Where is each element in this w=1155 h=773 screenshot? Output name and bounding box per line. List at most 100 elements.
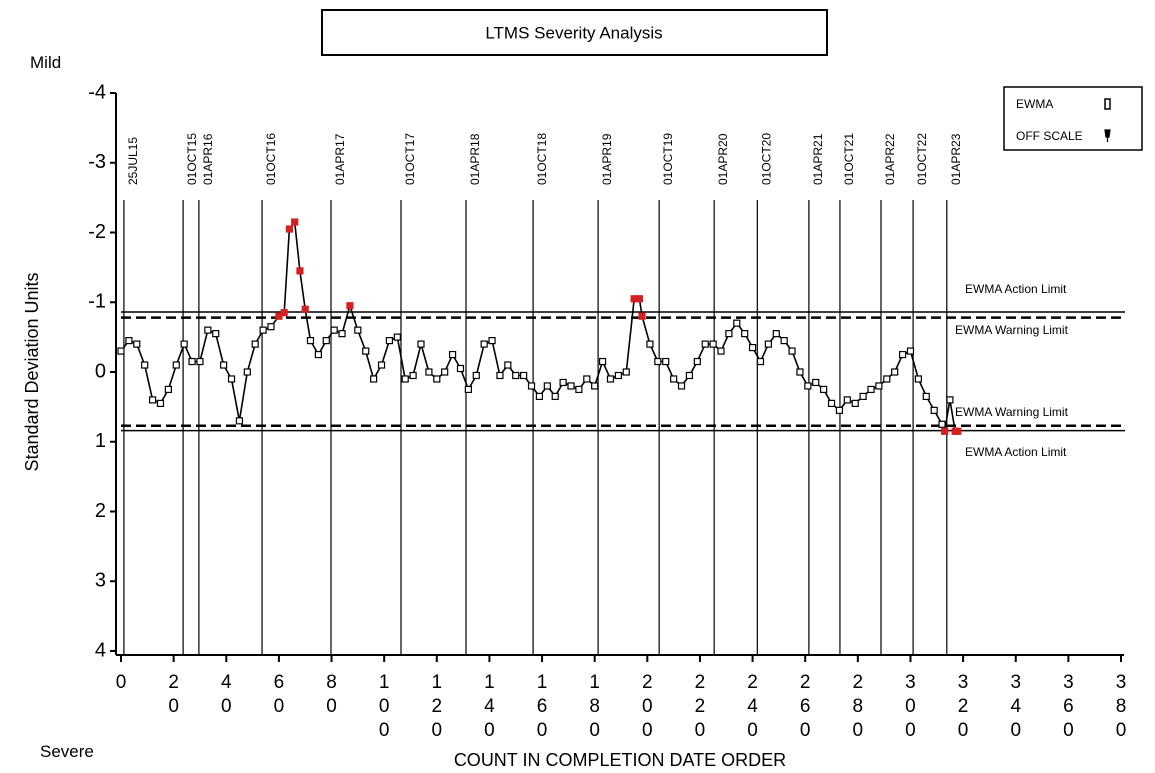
legend-symbol bbox=[1104, 98, 1111, 110]
x-tick-label: 360 bbox=[1058, 672, 1079, 744]
reference-label: EWMA Warning Limit bbox=[955, 323, 1069, 337]
data-point bbox=[772, 330, 780, 338]
data-point bbox=[393, 333, 401, 341]
data-point bbox=[291, 218, 299, 226]
legend-symbol bbox=[1104, 129, 1111, 142]
data-point bbox=[543, 382, 551, 390]
data-point bbox=[780, 337, 788, 345]
data-point bbox=[285, 225, 294, 233]
date-marker-label: 01APR18 bbox=[468, 133, 482, 185]
x-tick-label: 280 bbox=[847, 672, 868, 744]
data-point bbox=[717, 347, 725, 355]
y-tick-label: 4 bbox=[95, 639, 106, 661]
date-marker-label: 01OCT19 bbox=[661, 133, 675, 185]
date-marker-label: 01OCT21 bbox=[842, 133, 856, 185]
x-tick-label: 0 bbox=[111, 672, 132, 696]
date-marker-label: 01APR16 bbox=[201, 133, 215, 185]
data-point bbox=[227, 375, 236, 383]
data-point bbox=[733, 319, 741, 327]
data-point bbox=[433, 375, 441, 383]
data-point bbox=[472, 371, 480, 380]
data-point bbox=[296, 267, 304, 275]
y-bottom-label: Severe bbox=[40, 742, 94, 761]
date-marker-label: 01OCT17 bbox=[403, 133, 417, 185]
x-tick-label: 40 bbox=[216, 672, 237, 720]
x-tick-label: 380 bbox=[1111, 672, 1132, 744]
data-point bbox=[196, 357, 204, 366]
data-point bbox=[212, 330, 220, 338]
data-point bbox=[520, 371, 528, 380]
data-point bbox=[156, 399, 165, 407]
data-point bbox=[906, 347, 915, 355]
data-point bbox=[709, 340, 717, 348]
y-tick-label: 1 bbox=[95, 430, 106, 452]
data-point bbox=[598, 357, 607, 366]
x-tick-label: 240 bbox=[742, 672, 763, 744]
x-tick-label: 220 bbox=[689, 672, 710, 744]
data-point bbox=[741, 330, 749, 338]
data-point bbox=[685, 371, 694, 380]
legend-label: OFF SCALE bbox=[1016, 129, 1083, 143]
data-point bbox=[401, 375, 409, 383]
chart-title: LTMS Severity Analysis bbox=[485, 23, 662, 42]
data-point bbox=[701, 340, 709, 348]
data-point bbox=[820, 385, 828, 394]
x-tick-label: 60 bbox=[268, 672, 289, 720]
data-point bbox=[204, 326, 212, 334]
data-point bbox=[583, 375, 591, 383]
data-point bbox=[941, 427, 949, 435]
x-tick-label: 180 bbox=[584, 672, 605, 744]
data-point bbox=[425, 368, 433, 376]
data-point bbox=[280, 309, 288, 317]
data-point bbox=[622, 368, 630, 376]
data-point bbox=[362, 347, 370, 355]
data-point bbox=[322, 337, 330, 345]
data-point bbox=[125, 337, 133, 345]
data-point bbox=[527, 382, 536, 390]
y-tick-label: -4 bbox=[88, 81, 106, 103]
x-tick-label: 140 bbox=[479, 672, 500, 744]
y-tick-label: -2 bbox=[88, 221, 106, 243]
x-tick-label: 320 bbox=[953, 672, 974, 744]
data-point bbox=[693, 357, 701, 366]
data-point bbox=[883, 375, 891, 383]
data-point bbox=[748, 343, 757, 352]
date-marker-label: 25JUL15 bbox=[126, 137, 140, 185]
legend-box bbox=[1003, 86, 1143, 151]
data-point bbox=[812, 378, 820, 387]
y-tick-label: 3 bbox=[95, 570, 106, 592]
data-point bbox=[670, 375, 678, 383]
data-point bbox=[606, 375, 615, 383]
data-point bbox=[954, 427, 962, 435]
data-point bbox=[301, 305, 309, 313]
data-point bbox=[480, 340, 488, 348]
date-marker-label: 01APR20 bbox=[716, 133, 730, 185]
y-axis-title: Standard Deviation Units bbox=[22, 272, 42, 471]
data-point bbox=[946, 396, 954, 404]
data-point bbox=[496, 371, 504, 380]
data-point bbox=[804, 382, 812, 390]
x-tick-label: 340 bbox=[1005, 672, 1026, 744]
data-point bbox=[567, 382, 575, 390]
data-point bbox=[891, 368, 899, 376]
data-point bbox=[796, 368, 804, 376]
x-tick-label: 20 bbox=[163, 672, 184, 720]
data-point bbox=[456, 364, 465, 373]
data-point bbox=[346, 302, 354, 310]
data-point bbox=[827, 399, 836, 407]
data-point bbox=[141, 361, 149, 369]
x-tick-label: 160 bbox=[532, 672, 553, 744]
data-point bbox=[133, 340, 141, 348]
x-tick-label: 120 bbox=[426, 672, 447, 744]
data-point bbox=[164, 385, 172, 394]
date-marker-label: 01APR17 bbox=[333, 133, 347, 185]
data-point bbox=[551, 392, 559, 401]
date-marker-label: 01OCT20 bbox=[759, 133, 773, 185]
data-point bbox=[377, 361, 386, 369]
data-point bbox=[867, 385, 875, 394]
x-tick-label: 260 bbox=[795, 672, 816, 744]
data-point bbox=[764, 340, 772, 348]
data-point bbox=[559, 378, 567, 387]
data-point bbox=[662, 357, 670, 366]
